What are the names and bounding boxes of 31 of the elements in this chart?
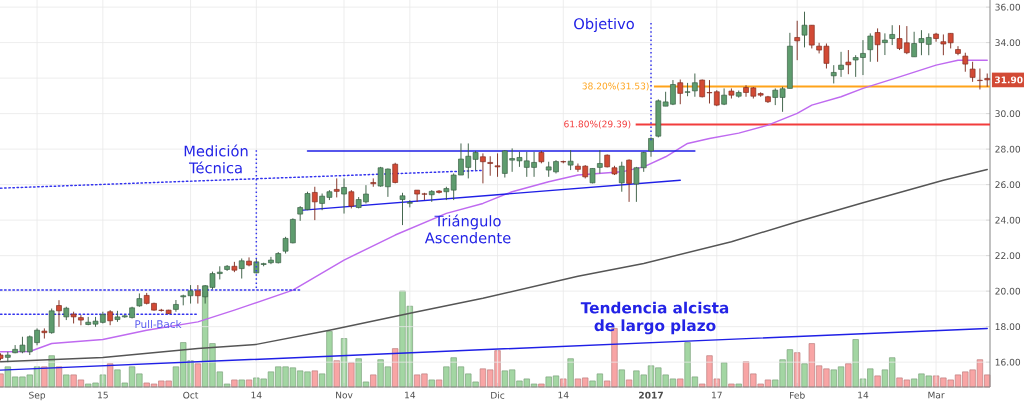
annotation: Tendencia alcista de largo plazo — [580, 301, 729, 335]
x-tick-label: 14 — [858, 391, 869, 399]
y-tick-label: 30.00 — [995, 110, 1021, 118]
y-tick-label: 18.00 — [995, 323, 1021, 331]
x-tick-label: Sep — [29, 391, 46, 401]
y-tick-label: 16.00 — [995, 358, 1021, 366]
y-tick-label: 24.00 — [995, 216, 1021, 224]
x-tick-label: 14 — [558, 391, 569, 399]
annotation: Medición Técnica — [184, 144, 248, 174]
y-tick-label: 26.00 — [995, 181, 1021, 189]
ref-line-label: 61.80%(29.39) — [564, 120, 631, 129]
x-tick-label: 15 — [98, 391, 108, 399]
y-tick-label: 34.00 — [995, 39, 1021, 47]
x-tick-label: Oct — [183, 391, 199, 399]
x-tick-label: 14 — [405, 391, 416, 399]
x-tick-label: 17 — [712, 391, 722, 399]
annotation: Triángulo Ascendente — [424, 214, 511, 244]
annotation: Pull-Back — [135, 319, 182, 329]
y-tick-label: 36.00 — [995, 3, 1021, 11]
annotation: 31.90 — [995, 76, 1023, 84]
annotation: Objetivo — [574, 17, 634, 33]
x-tick-label: Feb — [790, 391, 805, 399]
y-tick-label: 22.00 — [995, 252, 1021, 260]
ref-line-label: 38.20%(31.53) — [582, 82, 649, 91]
x-tick-label: 2017 — [639, 391, 663, 399]
x-tick-label: Nov — [336, 391, 353, 399]
x-tick-label: Dic — [491, 391, 505, 399]
x-tick-label: Mar — [928, 391, 945, 399]
y-tick-label: 28.00 — [995, 145, 1021, 153]
y-tick-label: 20.00 — [995, 287, 1021, 295]
x-tick-label: 14 — [251, 391, 262, 399]
